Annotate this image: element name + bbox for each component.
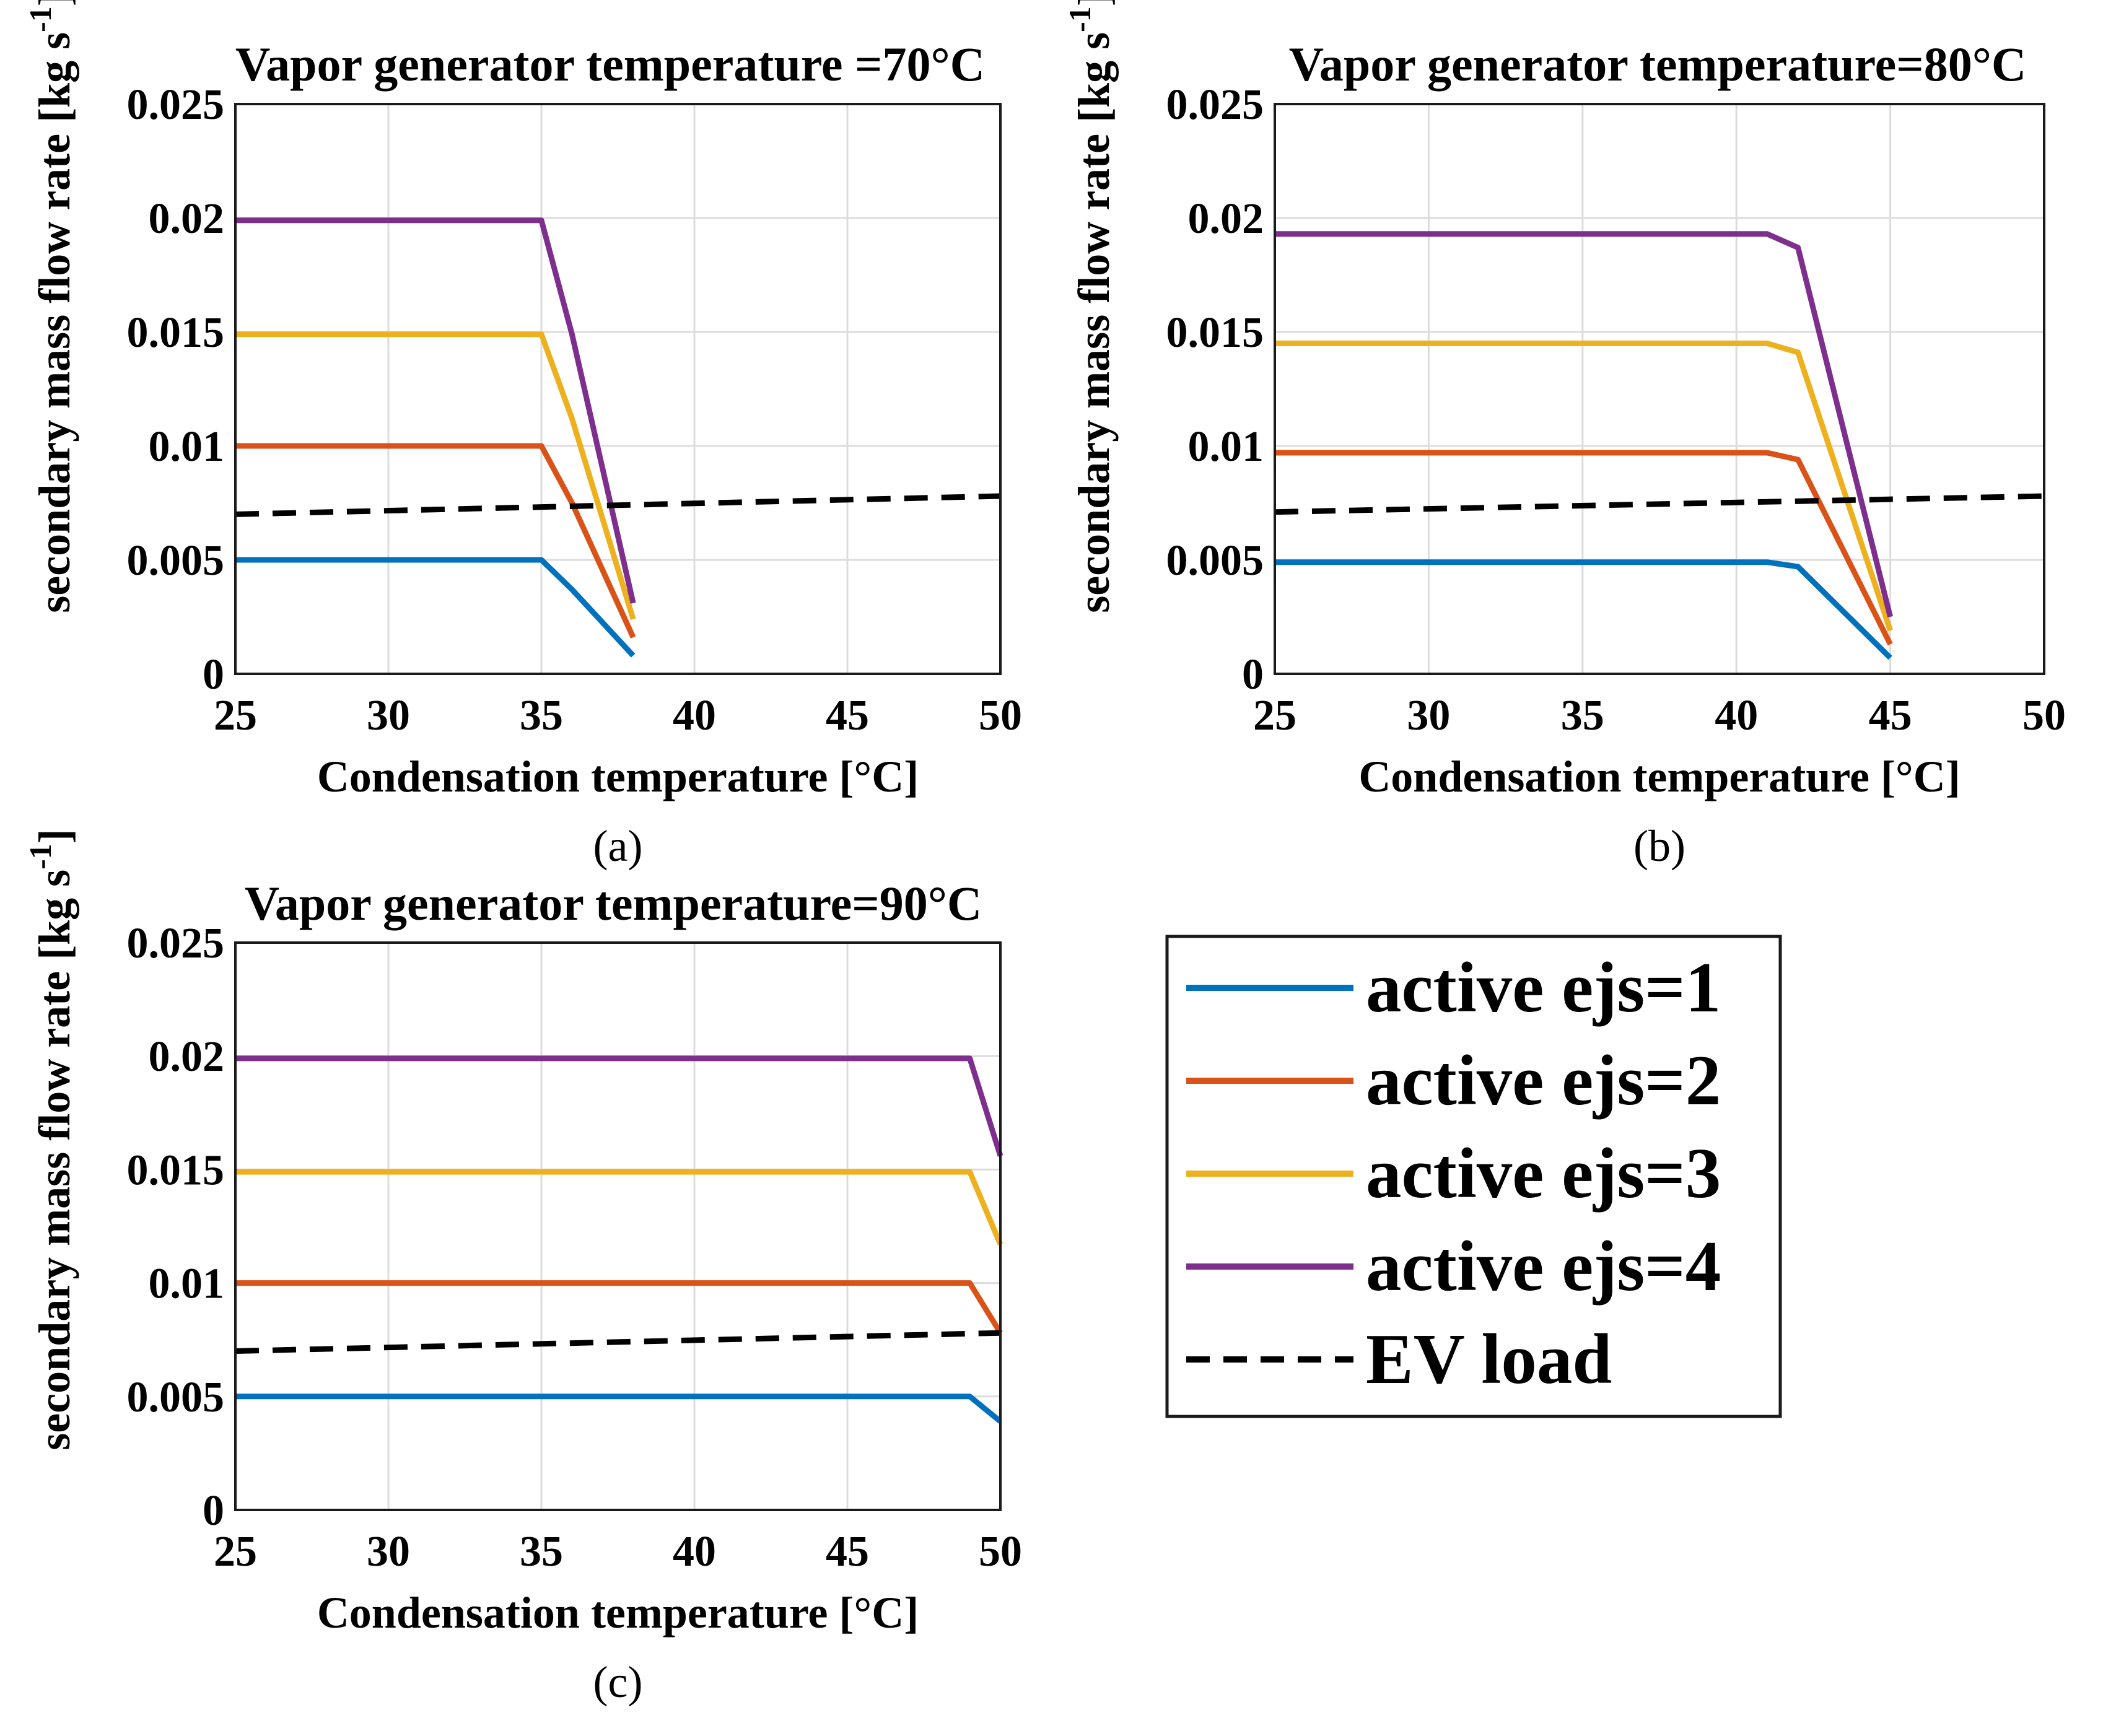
x-tick-label: 35 <box>1561 692 1604 739</box>
y-tick-label: 0.005 <box>127 537 225 585</box>
y-tick-label: 0.01 <box>149 1260 225 1308</box>
chart-panel-1: 25 30 35 40 45 50 0 0.005 0.01 0.015 0.02 0.025Vapo… <box>23 0 1022 871</box>
chart-panel-2: 25 30 35 40 45 50 0 0.005 0.01 0.015 0.02 0.025 Vapo… <box>1062 0 2066 871</box>
y-tick-label: 0 <box>203 651 224 699</box>
y-axis-label-main: secondary mass flow rate [kg s <box>1069 32 1119 613</box>
x-tick-label: 35 <box>520 1528 563 1576</box>
y-tick-label: 0.005 <box>1166 537 1264 585</box>
panel-label: (c) <box>593 1657 643 1707</box>
chart-title: Vapor generator temperature =70°C <box>235 37 985 91</box>
x-tick-label: 35 <box>520 692 563 739</box>
y-tick-label: 0.005 <box>127 1374 225 1421</box>
y-axis-label-main: secondary mass flow rate [kg s <box>30 870 79 1450</box>
x-tick-label: 40 <box>673 1528 716 1576</box>
x-tick-label: 50 <box>2022 692 2066 739</box>
y-tick-label: 0 <box>203 1487 224 1535</box>
legend: active ejs=1 active ejs=2 active ejs=3 acti… <box>1165 935 1782 1418</box>
chart-panel-3: 25 30 35 40 45 50 0 0.005 0.01 0.015 0.02 0.025 Vapo… <box>23 829 1022 1707</box>
x-axis-label: Condensation temperature [°C] <box>1358 752 1960 801</box>
x-tick-label: 40 <box>1715 692 1758 739</box>
series-line-active-ejs-2 <box>235 1280 1003 1335</box>
series-line-ev-load <box>1274 493 2045 515</box>
y-tick-label: 0.015 <box>1166 309 1264 357</box>
x-tick-label: 25 <box>214 1528 257 1576</box>
chart-title: Vapor generator temperature=80°C <box>1289 37 2027 91</box>
series-line-active-ejs-1 <box>1275 559 1892 660</box>
y-tick-label: 0.025 <box>1166 81 1264 129</box>
y-tick-label: 0.02 <box>149 1033 225 1081</box>
panel-label: (b) <box>1633 821 1685 871</box>
y-axis-label: secondary mass flow rate [kg s-1] <box>23 829 79 1450</box>
panel-label: (a) <box>593 821 643 871</box>
series-line-active-ejs-2 <box>1275 450 1893 646</box>
y-axis-label-end: ] <box>30 0 79 6</box>
chart-title: Vapor generator temperature=90°C <box>245 876 982 930</box>
y-tick-label: 0.01 <box>149 423 225 471</box>
y-tick-label: 0.025 <box>127 920 225 967</box>
y-axis-label-superscript: -1 <box>1062 6 1097 32</box>
x-tick-label: 50 <box>979 692 1022 739</box>
legend-label: active ejs=2 <box>1366 1041 1721 1120</box>
x-tick-label: 30 <box>367 692 410 739</box>
x-tick-label: 45 <box>826 1528 869 1576</box>
x-axis-label: Condensation temperature [°C] <box>317 752 919 801</box>
series-line-ev-load <box>235 1330 1001 1354</box>
y-axis-label-end: ] <box>30 829 79 844</box>
series-line-active-ejs-1 <box>235 557 636 658</box>
x-tick-label: 30 <box>1407 692 1450 739</box>
x-axis-label: Condensation temperature [°C] <box>317 1588 919 1638</box>
y-axis-label-main: secondary mass flow rate [kg s <box>30 32 79 613</box>
legend-label: active ejs=4 <box>1366 1227 1721 1306</box>
plot-frame <box>234 103 1002 675</box>
series-line-active-ejs-4 <box>235 1055 1003 1157</box>
y-tick-label: 0.015 <box>127 1146 225 1194</box>
series-line-active-ejs-3 <box>1275 340 1893 632</box>
x-tick-label: 30 <box>367 1528 410 1576</box>
series-line-active-ejs-4 <box>235 217 636 604</box>
y-tick-label: 0.02 <box>149 195 225 243</box>
series-line-active-ejs-3 <box>235 331 636 621</box>
y-tick-label: 0 <box>1242 651 1264 699</box>
series-line-ev-load <box>235 493 1001 517</box>
y-tick-label: 0.025 <box>127 81 225 129</box>
series-line-active-ejs-3 <box>235 1169 1003 1246</box>
x-tick-label: 25 <box>214 692 257 739</box>
x-tick-label: 25 <box>1253 692 1296 739</box>
legend-label: active ejs=1 <box>1366 948 1721 1027</box>
y-axis-label-superscript: -1 <box>23 844 58 870</box>
y-axis-label: secondary mass flow rate [kg s-1] <box>23 0 79 613</box>
y-axis-label-end: ] <box>1069 0 1119 6</box>
x-tick-label: 50 <box>979 1528 1022 1576</box>
plot-frame <box>234 941 1002 1511</box>
legend-label: EV load <box>1366 1320 1612 1398</box>
y-tick-label: 0.015 <box>127 309 225 357</box>
plot-frame <box>1274 103 2045 675</box>
series-line-active-ejs-2 <box>235 443 636 639</box>
x-tick-label: 40 <box>673 692 716 739</box>
legend-label: active ejs=3 <box>1366 1134 1721 1213</box>
y-axis-label: secondary mass flow rate [kg s-1] <box>1062 0 1119 613</box>
x-tick-label: 45 <box>1869 692 1912 739</box>
series-line-active-ejs-1 <box>235 1394 1002 1424</box>
y-tick-label: 0.01 <box>1188 423 1264 471</box>
series-line-active-ejs-4 <box>1275 231 1893 618</box>
x-tick-label: 45 <box>826 692 869 739</box>
y-tick-label: 0.02 <box>1188 195 1264 243</box>
y-axis-label-superscript: -1 <box>23 6 58 32</box>
